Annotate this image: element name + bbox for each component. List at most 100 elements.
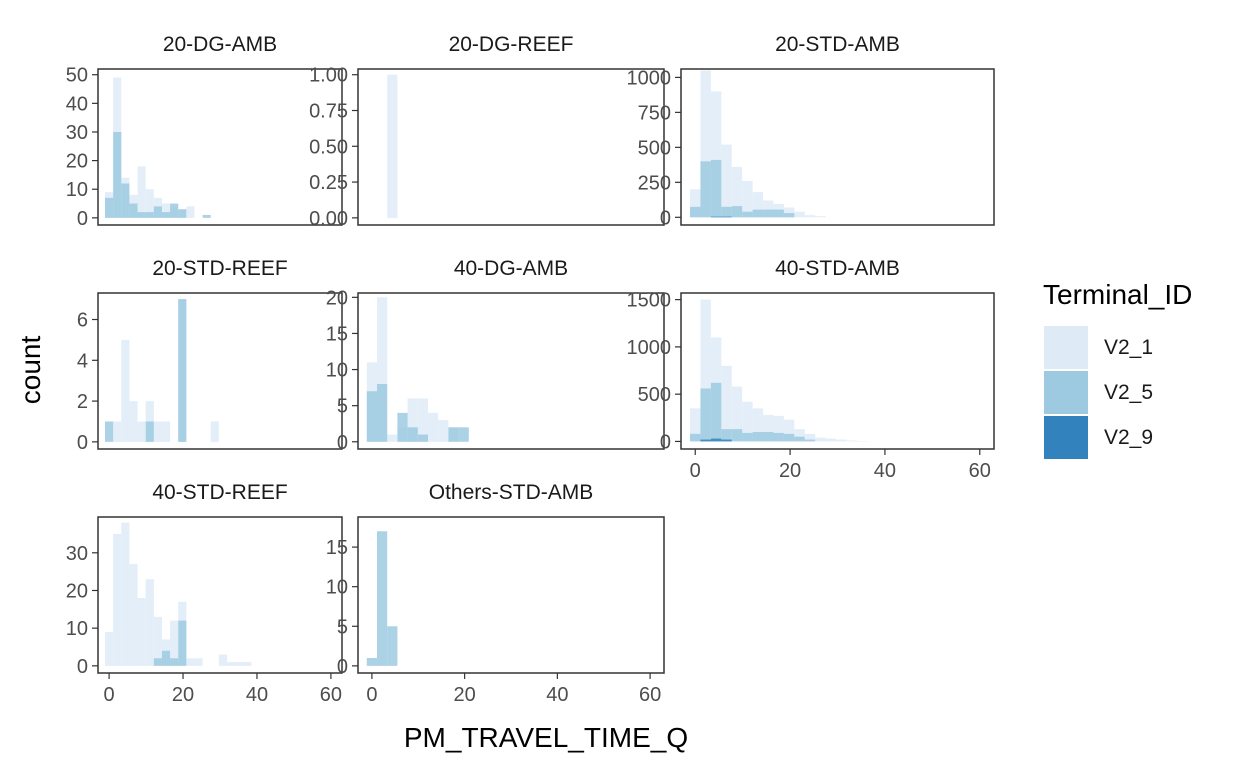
histogram-bar-v2-5 (113, 131, 122, 218)
y-tick-label: 30 (66, 122, 88, 144)
histogram-bar-v2-1 (194, 658, 203, 666)
y-tick-label: 5 (337, 616, 348, 638)
histogram-bar-v2-1 (836, 439, 847, 442)
histogram-bar-v2-5 (731, 206, 743, 218)
histogram-bar-v2-1 (752, 192, 764, 218)
histogram-bar-v2-5 (178, 620, 187, 666)
histogram-bar-v2-5 (161, 650, 171, 666)
histogram-bar-v2-1 (700, 70, 711, 218)
y-tick-label: 750 (638, 102, 671, 124)
y-tick-label: 0.25 (309, 172, 348, 194)
x-tick-label: 20 (454, 684, 476, 706)
histogram-bar-v2-5 (710, 159, 722, 218)
legend-key-v2-9 (1044, 416, 1088, 459)
histogram-bar-v2-5 (773, 209, 784, 218)
histogram-bar-v2-5 (178, 299, 187, 442)
y-axis-label: count (15, 336, 46, 405)
x-tick-label: 20 (172, 684, 194, 706)
histogram-bar-v2-9 (710, 216, 722, 218)
histogram-bar-v2-1 (721, 144, 732, 218)
histogram-bar-v2-1 (153, 421, 162, 442)
histogram-bar-v2-5 (377, 531, 388, 666)
histogram-bar-v2-1 (794, 211, 805, 218)
histogram-bar-v2-1 (121, 522, 130, 666)
histogram-bar-v2-1 (428, 412, 439, 442)
histogram-bar-v2-5 (153, 658, 162, 666)
y-tick-label: 20 (66, 580, 88, 602)
panel-border (97, 516, 343, 674)
histogram-bar-v2-5 (794, 436, 805, 442)
y-tick-label: 20 (326, 287, 348, 309)
histogram-bar-v2-1 (438, 420, 449, 442)
y-tick-label: 10 (66, 618, 88, 640)
histogram-bar-v2-5 (752, 431, 764, 442)
y-tick-label: 5 (337, 396, 348, 418)
y-tick-label: 0.75 (309, 101, 348, 123)
y-tick-label: 4 (77, 350, 88, 372)
histogram-bar-v2-1 (763, 200, 774, 218)
y-tick-label: 0.00 (309, 208, 348, 230)
panel-border (357, 68, 665, 226)
y-tick-label: 10 (326, 577, 348, 599)
histogram-bar-v2-5 (387, 626, 398, 666)
histogram-bar-v2-5 (700, 388, 711, 442)
histogram-bar-v2-1 (161, 421, 171, 442)
histogram-bar-v2-1 (377, 297, 388, 442)
y-tick-label: 0 (660, 207, 671, 229)
histogram-bar-v2-1 (721, 365, 732, 442)
histogram-bar-v2-1 (773, 415, 784, 442)
histogram-bar-v2-5 (170, 203, 179, 218)
legend-label-v2-9: V2_9 (1104, 426, 1154, 449)
histogram-bar-v2-5 (145, 421, 154, 442)
histogram-bar-v2-1 (105, 631, 114, 666)
histogram-bar-v2-1 (235, 662, 244, 666)
facet-title: 40-STD-REEF (152, 481, 287, 504)
histogram-bar-v2-9 (710, 438, 722, 442)
histogram-bar-v2-5 (129, 203, 138, 218)
histogram-bar-v2-1 (407, 398, 418, 442)
panel-border (357, 516, 665, 674)
y-tick-label: 0 (337, 656, 348, 678)
y-tick-label: 1.00 (309, 65, 348, 87)
y-tick-label: 0 (660, 431, 671, 453)
facet-20-std-amb: 20-STD-AMB 0 250 500 750 1000 (627, 33, 995, 229)
histogram-bar-v2-1 (763, 414, 774, 442)
histogram-bar-v2-5 (397, 412, 408, 442)
histogram-bar-v2-1 (227, 662, 236, 666)
histogram-bar-v2-5 (742, 211, 753, 218)
histogram-bar-v2-1 (742, 401, 753, 442)
x-tick-label: 40 (546, 684, 568, 706)
histogram-bar-v2-5 (763, 209, 774, 218)
histogram-bar-v2-5 (366, 657, 378, 666)
x-tick-label: 0 (366, 684, 377, 706)
y-tick-label: 6 (77, 310, 88, 332)
histogram-bar-v2-5 (783, 213, 795, 218)
histogram-bar-v2-1 (161, 203, 171, 218)
histogram-bar-v2-1 (731, 166, 743, 218)
histogram-bar-v2-5 (178, 209, 187, 218)
y-tick-label: 1500 (627, 290, 672, 312)
histogram-bar-v2-1 (129, 401, 138, 442)
histogram-bar-v2-5 (742, 432, 753, 442)
bars-group (366, 531, 398, 666)
histogram-bar-v2-5 (202, 214, 211, 218)
y-tick-label: 0 (77, 432, 88, 454)
legend-item-v2-9: V2_9 (1044, 416, 1244, 460)
histogram-bar-v2-1 (783, 419, 795, 442)
histogram-bar-v2-1 (804, 433, 816, 442)
histogram-bar-v2-1 (153, 616, 162, 666)
facet-40-dg-amb: 40-DG-AMB 0 5 10 15 20 (326, 257, 665, 454)
histogram-bar-v2-5 (417, 434, 429, 442)
y-tick-label: 20 (66, 151, 88, 173)
histogram-bar-v2-1 (137, 421, 146, 442)
y-tick-label: 0 (337, 432, 348, 454)
y-tick-label: 10 (66, 179, 88, 201)
y-tick-label: 15 (326, 537, 348, 559)
panel-border (357, 292, 665, 450)
histogram-bar-v2-1 (121, 339, 130, 442)
histogram-bar-v2-5 (153, 206, 162, 218)
histogram-bar-v2-5 (105, 197, 114, 218)
histogram-bar-v2-5 (804, 439, 816, 442)
histogram-bar-v2-5 (721, 206, 732, 218)
bars-group (366, 297, 469, 442)
